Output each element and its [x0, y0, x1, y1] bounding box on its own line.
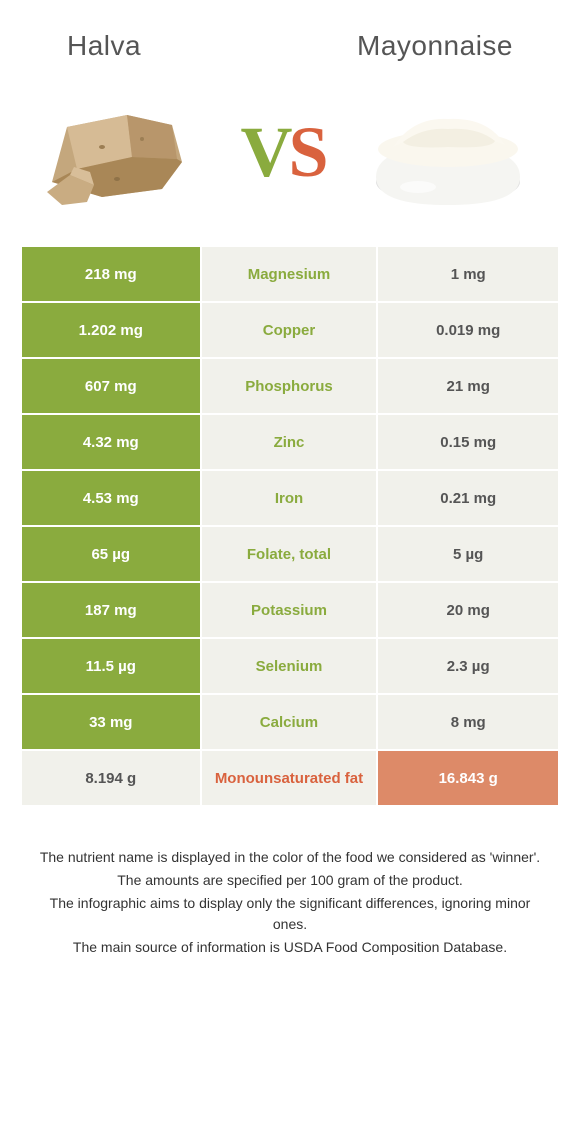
nutrient-name: Folate, total: [202, 527, 379, 581]
right-value: 1 mg: [378, 247, 558, 301]
left-value: 33 mg: [22, 695, 202, 749]
left-value: 65 µg: [22, 527, 202, 581]
nutrient-name: Magnesium: [202, 247, 379, 301]
mayonnaise-image: [363, 87, 533, 217]
nutrient-name: Calcium: [202, 695, 379, 749]
left-value: 187 mg: [22, 583, 202, 637]
nutrient-name: Monounsaturated fat: [202, 751, 379, 805]
nutrient-name: Zinc: [202, 415, 379, 469]
left-value: 4.32 mg: [22, 415, 202, 469]
table-row: 4.53 mgIron0.21 mg: [22, 471, 558, 527]
table-row: 4.32 mgZinc0.15 mg: [22, 415, 558, 471]
left-food-title: Halva: [67, 30, 141, 62]
right-value: 16.843 g: [378, 751, 558, 805]
table-row: 1.202 mgCopper0.019 mg: [22, 303, 558, 359]
table-row: 187 mgPotassium20 mg: [22, 583, 558, 639]
table-row: 218 mgMagnesium1 mg: [22, 247, 558, 303]
right-value: 8 mg: [378, 695, 558, 749]
nutrient-name: Iron: [202, 471, 379, 525]
left-value: 8.194 g: [22, 751, 202, 805]
left-value: 1.202 mg: [22, 303, 202, 357]
comparison-header: Halva Mayonnaise: [22, 20, 558, 87]
left-value: 11.5 µg: [22, 639, 202, 693]
right-value: 20 mg: [378, 583, 558, 637]
nutrient-name: Selenium: [202, 639, 379, 693]
footnotes: The nutrient name is displayed in the co…: [22, 807, 558, 958]
right-value: 21 mg: [378, 359, 558, 413]
footnote-line: The main source of information is USDA F…: [32, 937, 548, 958]
image-row: VS: [22, 87, 558, 247]
nutrient-name: Copper: [202, 303, 379, 357]
table-row: 8.194 gMonounsaturated fat16.843 g: [22, 751, 558, 807]
vs-label: VS: [240, 111, 324, 194]
table-row: 65 µgFolate, total5 µg: [22, 527, 558, 583]
table-row: 11.5 µgSelenium2.3 µg: [22, 639, 558, 695]
vs-v: V: [240, 112, 288, 192]
left-value: 607 mg: [22, 359, 202, 413]
right-food-title: Mayonnaise: [357, 30, 513, 62]
nutrient-name: Phosphorus: [202, 359, 379, 413]
halva-image: [32, 87, 202, 217]
footnote-line: The amounts are specified per 100 gram o…: [32, 870, 548, 891]
right-value: 0.15 mg: [378, 415, 558, 469]
table-row: 607 mgPhosphorus21 mg: [22, 359, 558, 415]
vs-s: S: [288, 112, 324, 192]
left-value: 218 mg: [22, 247, 202, 301]
left-value: 4.53 mg: [22, 471, 202, 525]
right-value: 5 µg: [378, 527, 558, 581]
right-value: 0.21 mg: [378, 471, 558, 525]
footnote-line: The infographic aims to display only the…: [32, 893, 548, 935]
right-value: 0.019 mg: [378, 303, 558, 357]
nutrient-table: 218 mgMagnesium1 mg1.202 mgCopper0.019 m…: [22, 247, 558, 807]
nutrient-name: Potassium: [202, 583, 379, 637]
table-row: 33 mgCalcium8 mg: [22, 695, 558, 751]
footnote-line: The nutrient name is displayed in the co…: [32, 847, 548, 868]
right-value: 2.3 µg: [378, 639, 558, 693]
